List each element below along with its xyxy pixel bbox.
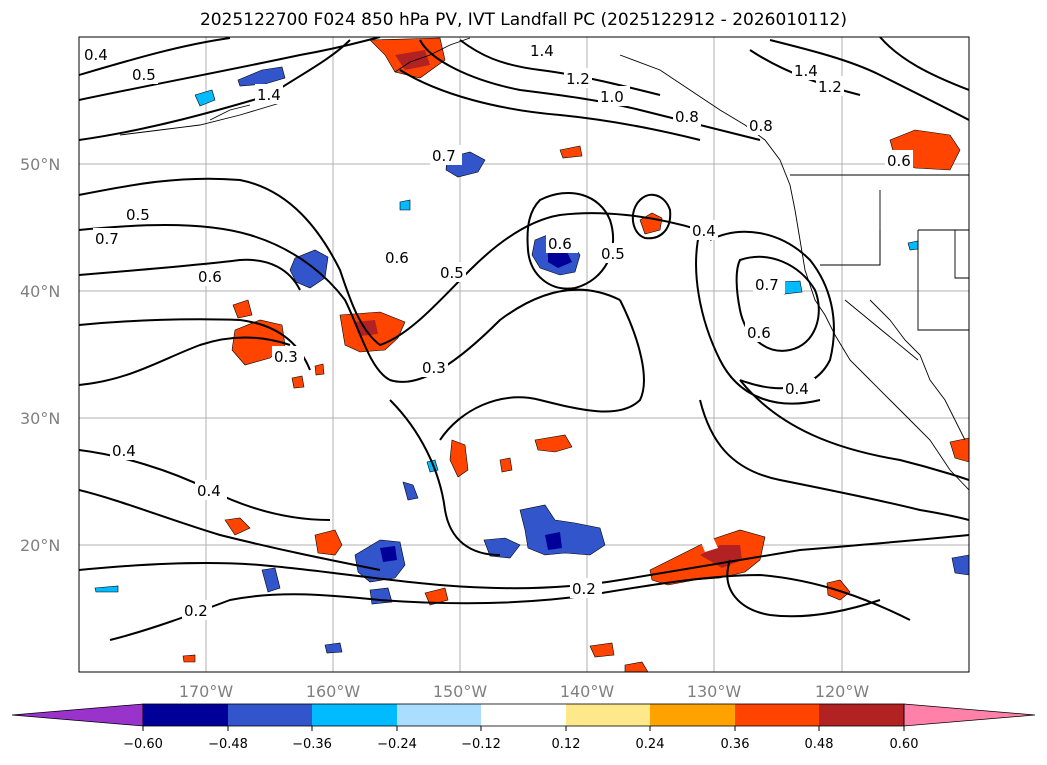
contour-label: 0.5	[440, 264, 464, 282]
lon-tick-140W: 140°W	[560, 682, 615, 701]
colorbar-bin	[650, 704, 735, 726]
colorbar-bin	[481, 704, 566, 726]
contour-label: 0.4	[692, 222, 716, 240]
lon-tick-130W: 130°W	[687, 682, 742, 701]
contour-label: 0.8	[675, 108, 699, 126]
contour-label: 0.3	[274, 348, 298, 366]
lat-tick-40N: 40°N	[20, 282, 60, 301]
map-title: 2025122700 F024 850 hPa PV, IVT Landfall…	[199, 10, 847, 30]
lat-tick-labels: 20°N 30°N 40°N 50°N	[20, 155, 60, 555]
map-frame	[78, 36, 970, 673]
colorbar-tick: 0.12	[552, 737, 581, 752]
contour-labels: 0.4 0.5 1.4 1.4 1.2 1.0 0.8 1.4 1.2 0.8 …	[82, 40, 913, 620]
contour-label: 0.2	[572, 580, 596, 598]
colorbar-tick: 0.60	[890, 737, 919, 752]
contour-label: 0.7	[95, 230, 119, 248]
contour-label: 0.5	[132, 66, 156, 84]
contour-label: 0.4	[84, 46, 108, 64]
colorbar-bin	[228, 704, 312, 726]
colorbar-tick: 0.36	[721, 737, 750, 752]
contour-label: 0.4	[785, 380, 809, 398]
contour-label: 1.2	[818, 78, 842, 96]
lat-tick-30N: 30°N	[20, 409, 60, 428]
colorbar-bin	[143, 704, 228, 726]
contour-label: 1.4	[530, 42, 554, 60]
contour-label: 0.6	[747, 324, 771, 342]
colorbar-extend-min	[11, 703, 144, 727]
colorbar-tick: −0.12	[461, 737, 501, 752]
contour-label: 0.7	[755, 276, 779, 294]
contour-label: 0.6	[887, 152, 911, 170]
colorbar-tick: −0.24	[377, 737, 417, 752]
contour-label: 1.4	[257, 86, 281, 104]
contour-label: 0.6	[548, 235, 572, 253]
contour-label: 1.4	[794, 62, 818, 80]
contour-label: 1.0	[600, 88, 624, 106]
graticule	[79, 37, 969, 672]
lon-tick-labels: 170°W 160°W 150°W 140°W 130°W 120°W	[179, 682, 870, 701]
contour-label: 0.5	[126, 206, 150, 224]
pv-contours	[79, 37, 969, 641]
colorbar-tick: −0.60	[123, 737, 163, 752]
contour-label: 0.5	[601, 245, 625, 263]
contour-label: 0.3	[422, 359, 446, 377]
contour-label: 0.7	[432, 147, 456, 165]
contour-label: 1.2	[566, 70, 590, 88]
colorbar-bin	[735, 704, 819, 726]
colorbar-bin	[312, 704, 397, 726]
map-plot-area: 0.4 0.5 1.4 1.4 1.2 1.0 0.8 1.4 1.2 0.8 …	[79, 37, 969, 672]
colorbar: −0.60 −0.48 −0.36 −0.24 −0.12 0.12 0.24 …	[11, 703, 1036, 752]
contour-label: 0.8	[749, 117, 773, 135]
lon-tick-150W: 150°W	[433, 682, 488, 701]
contour-label: 0.6	[198, 268, 222, 286]
colorbar-bin	[397, 704, 481, 726]
colorbar-tick: −0.48	[208, 737, 248, 752]
colorbar-bin	[819, 704, 904, 726]
contour-label: 0.2	[184, 602, 208, 620]
lon-tick-170W: 170°W	[179, 682, 234, 701]
contour-label: 0.6	[385, 249, 409, 267]
colorbar-tick: −0.36	[292, 737, 332, 752]
coastlines	[119, 37, 969, 491]
colorbar-extend-max	[903, 703, 1036, 727]
contour-label: 0.4	[112, 442, 136, 460]
lat-tick-20N: 20°N	[20, 536, 60, 555]
colorbar-bin	[566, 704, 650, 726]
lat-tick-50N: 50°N	[20, 155, 60, 174]
colorbar-tick: 0.24	[636, 737, 665, 752]
lon-tick-120W: 120°W	[815, 682, 870, 701]
colorbar-tick: 0.48	[805, 737, 834, 752]
contour-label: 0.4	[197, 482, 221, 500]
lon-tick-160W: 160°W	[306, 682, 361, 701]
